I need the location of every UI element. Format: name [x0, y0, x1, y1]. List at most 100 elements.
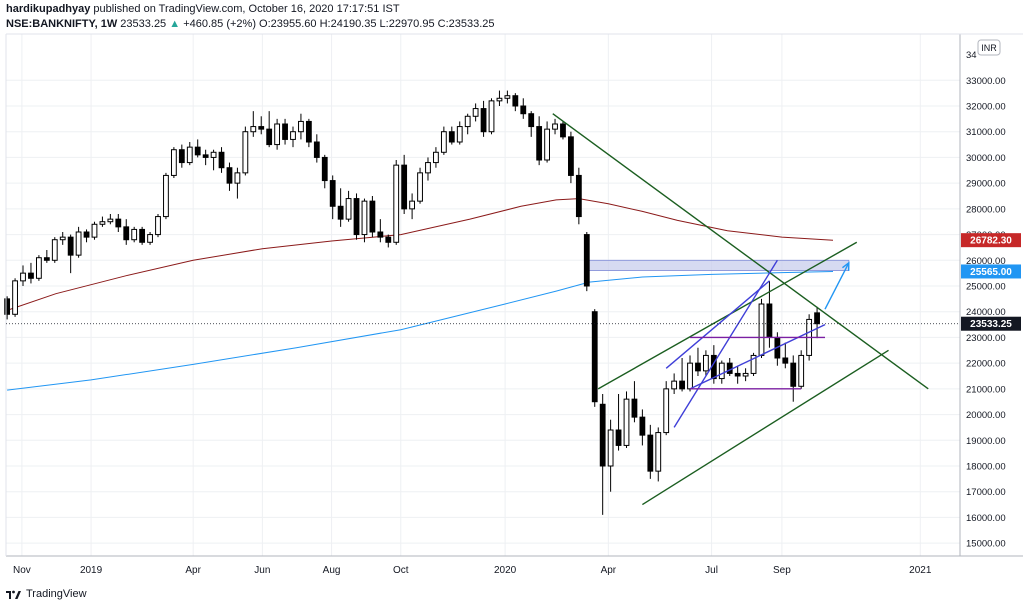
candle: [798, 350, 805, 389]
candle: [67, 234, 74, 274]
candle-body-down: [575, 174, 582, 218]
ohlc-values: O:23955.60 H:24190.35 L:22970.95 C:23533…: [259, 18, 495, 30]
candle: [163, 172, 169, 220]
candle: [671, 373, 678, 394]
candle: [35, 255, 42, 281]
candle-body-down: [266, 128, 273, 146]
x-tick-label: Jul: [705, 565, 718, 576]
candle: [91, 221, 98, 240]
candle: [655, 427, 662, 482]
candle-body-down: [520, 105, 527, 115]
footer-brand[interactable]: TradingView: [26, 588, 87, 600]
candle-body-down: [591, 311, 598, 403]
y-tick-label: 22000.00: [966, 359, 1006, 370]
candle: [353, 193, 360, 240]
candle: [393, 160, 400, 245]
candle: [695, 347, 701, 376]
candle-body-down: [369, 200, 376, 233]
candle-body-up: [488, 100, 495, 133]
moving-averages: [6, 198, 834, 391]
candle: [99, 216, 106, 227]
candle-body-up: [758, 303, 765, 356]
candle-body-up: [663, 388, 670, 434]
trendline-5: [689, 323, 826, 390]
candle: [814, 306, 820, 339]
candle-body-down: [329, 180, 336, 207]
candle-body-down: [512, 95, 519, 107]
candle-body-down: [560, 123, 566, 138]
candle-body-up: [417, 172, 423, 202]
candle: [607, 419, 614, 492]
candle: [305, 118, 312, 148]
candle-body-down: [814, 312, 820, 325]
candle: [647, 424, 654, 479]
candle: [440, 126, 447, 155]
candle: [345, 190, 352, 222]
x-tick-label: 2019: [80, 565, 103, 576]
candle: [20, 265, 26, 286]
candle: [43, 250, 50, 263]
candle-body-up: [552, 123, 558, 130]
candle-body-down: [258, 126, 265, 130]
y-tick-label: 17000.00: [966, 487, 1006, 498]
candle-body-down: [337, 205, 344, 220]
footer: TradingView: [6, 588, 87, 600]
candle: [242, 126, 249, 176]
y-tick-label: 26000.00: [966, 256, 1006, 267]
candle: [258, 116, 265, 135]
candle-body-down: [448, 131, 455, 143]
candle: [663, 381, 670, 436]
candle: [750, 352, 757, 376]
y-tick-label: 28000.00: [966, 204, 1006, 215]
candle: [464, 113, 471, 135]
currency-badge-label: INR: [981, 43, 997, 53]
candle-body-down: [28, 272, 34, 279]
candle: [250, 111, 257, 137]
candle: [528, 111, 535, 137]
candle-body-up: [361, 200, 368, 236]
ma-red-last-label: 26782.30: [970, 236, 1012, 247]
candle: [425, 157, 431, 181]
candle-body-down: [282, 123, 288, 140]
candle-body-up: [671, 380, 678, 390]
candle: [321, 154, 328, 189]
candle: [218, 147, 225, 173]
candle-body-down: [377, 231, 384, 238]
candle-body-up: [59, 236, 66, 241]
candle: [568, 131, 574, 184]
candle: [417, 167, 423, 204]
candle: [742, 368, 749, 382]
candle: [226, 162, 233, 191]
author-name[interactable]: hardikupadhyay: [6, 3, 91, 15]
candles: [4, 90, 820, 515]
candle-body-up: [155, 216, 161, 236]
publisher-line: hardikupadhyay published on TradingView.…: [6, 3, 400, 15]
candle-body-up: [504, 95, 511, 99]
candle-body-down: [766, 303, 773, 338]
candle: [12, 278, 18, 317]
candle-body-down: [123, 226, 130, 241]
candle: [274, 118, 281, 150]
target-arrow-shaft: [824, 262, 850, 310]
candle: [504, 90, 511, 104]
price-change: +460.85 (+2%): [183, 18, 256, 30]
moving-average-line-2: [7, 271, 834, 391]
candle: [718, 360, 725, 384]
candle-body-up: [409, 200, 416, 210]
candle-body-up: [234, 172, 241, 184]
candle-body-up: [20, 272, 26, 282]
candle: [433, 147, 439, 168]
candle: [512, 93, 519, 112]
candle-body-up: [345, 198, 352, 220]
y-tick-label: 15000.00: [966, 539, 1006, 550]
candle-body-up: [703, 354, 709, 372]
moving-average-line-1: [6, 198, 834, 311]
candle-body-down: [647, 434, 654, 472]
candle-body-down: [321, 156, 328, 182]
symbol-name[interactable]: NSE:BANKNIFTY, 1W: [6, 18, 118, 30]
candle-body-up: [496, 97, 503, 102]
candle-body-up: [91, 223, 98, 238]
candle-body-up: [12, 280, 18, 315]
candle-body-up: [290, 131, 296, 140]
